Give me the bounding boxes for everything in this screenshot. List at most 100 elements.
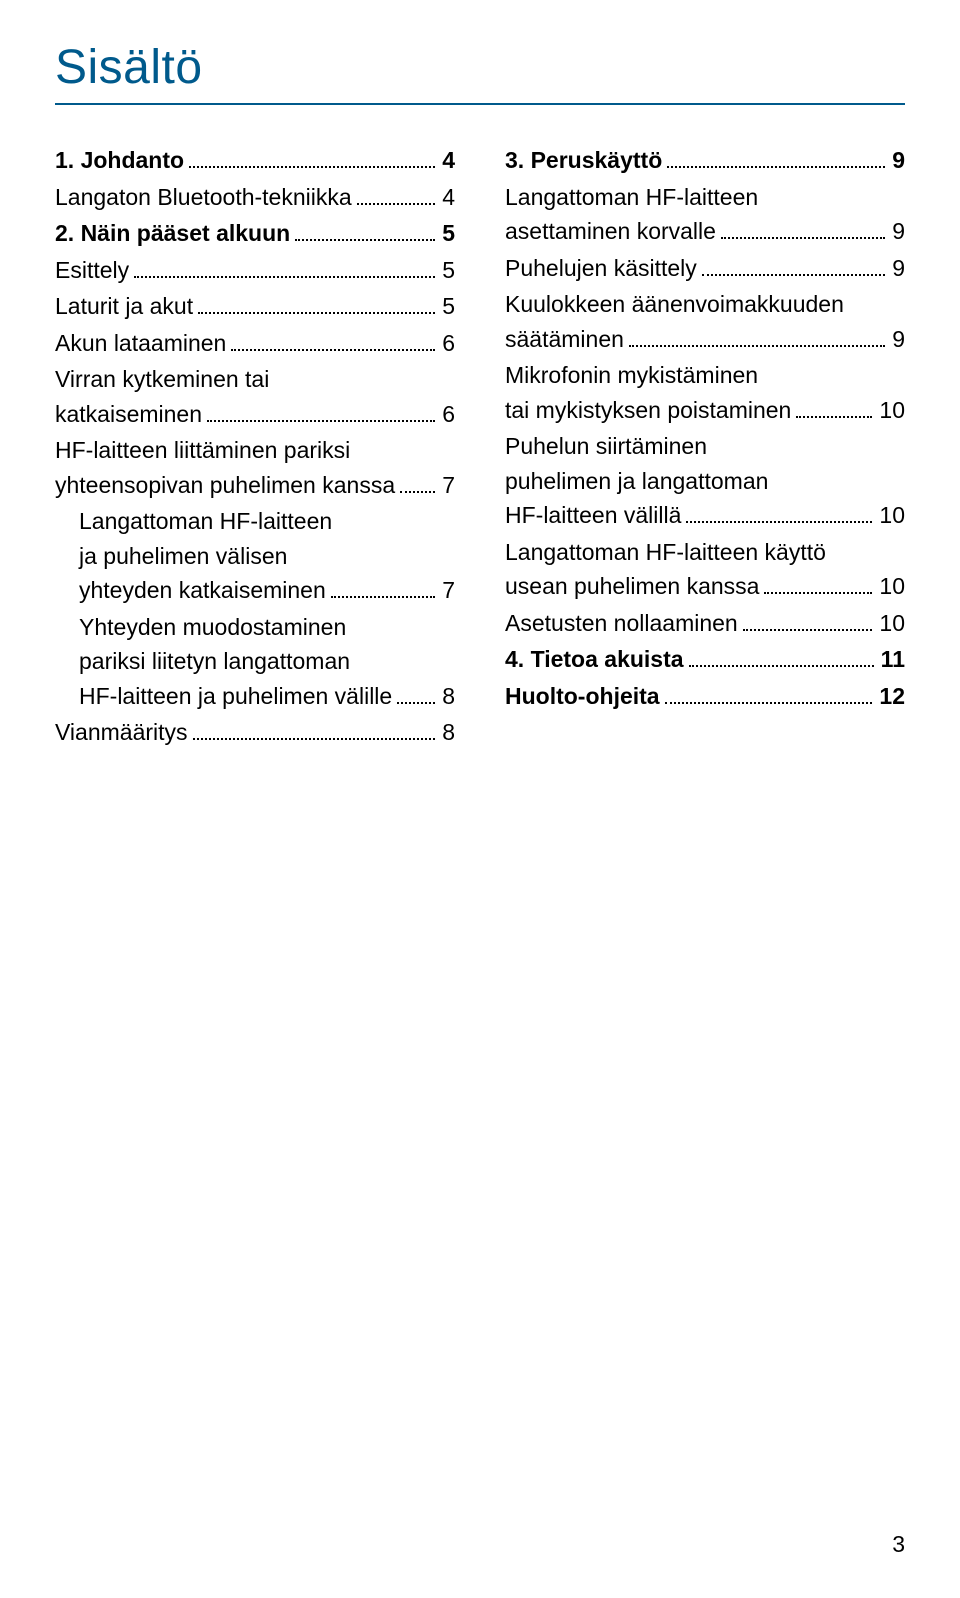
toc-label: Laturit ja akut (55, 289, 193, 324)
toc-page-number: 12 (877, 679, 905, 714)
toc-label-line: Langattoman HF-laitteen (505, 180, 905, 215)
toc-item: Puhelun siirtäminenpuhelimen ja langatto… (505, 429, 905, 533)
toc-section: 2. Näin pääset alkuun 5 (55, 216, 455, 251)
toc-label-line: puhelimen ja langattoman (505, 464, 905, 499)
toc-page-number: 7 (440, 468, 455, 503)
toc-leader-dots (193, 717, 436, 740)
toc-leader-dots (207, 399, 435, 422)
toc-page-number: 8 (440, 679, 455, 714)
toc-item: Langattoman HF-laitteenasettaminen korva… (505, 180, 905, 249)
toc-leader-dots (189, 145, 435, 168)
toc-label: Huolto-ohjeita (505, 679, 660, 714)
toc-label-line: HF-laitteen liittäminen pariksi (55, 433, 455, 468)
toc-section: 4. Tietoa akuista 11 (505, 642, 905, 677)
toc-item: Langattoman HF-laitteenja puhelimen väli… (55, 504, 455, 608)
toc-page-number: 6 (440, 397, 455, 432)
toc-leader-dots (295, 218, 435, 241)
toc-page-number: 4 (440, 180, 455, 215)
toc-leader-dots (796, 395, 872, 418)
toc-leader-dots (231, 328, 435, 351)
toc-label-line: Mikrofonin mykistäminen (505, 358, 905, 393)
toc-label: 2. Näin pääset alkuun (55, 216, 290, 251)
toc-item: Mikrofonin mykistäminentai mykistyksen p… (505, 358, 905, 427)
toc-section: 1. Johdanto 4 (55, 143, 455, 178)
toc-leader-dots (331, 575, 435, 598)
toc-page-number: 5 (440, 216, 455, 251)
toc-column-right: 3. Peruskäyttö9Langattoman HF-laitteenas… (505, 143, 905, 752)
toc-item: Esittely 5 (55, 253, 455, 288)
toc-item: HF-laitteen liittäminen pariksiyhteensop… (55, 433, 455, 502)
toc-label: Vianmääritys (55, 715, 188, 750)
toc-page-number: 9 (890, 322, 905, 357)
toc-item: Asetusten nollaaminen10 (505, 606, 905, 641)
page-container: Sisältö 1. Johdanto4Langaton Bluetooth-t… (0, 0, 960, 1598)
toc-item: Langaton Bluetooth-tekniikka 4 (55, 180, 455, 215)
toc-label-line: Langattoman HF-laitteen käyttö (505, 535, 905, 570)
toc-page-number: 7 (440, 573, 455, 608)
toc-item: Langattoman HF-laitteen käyttöusean puhe… (505, 535, 905, 604)
toc-page-number: 9 (890, 143, 905, 178)
toc-label: Esittely (55, 253, 129, 288)
toc-item: Puhelujen käsittely 9 (505, 251, 905, 286)
toc-label-line: usean puhelimen kanssa (505, 569, 759, 604)
toc-columns: 1. Johdanto4Langaton Bluetooth-tekniikka… (55, 143, 905, 752)
toc-item: Laturit ja akut 5 (55, 289, 455, 324)
toc-item: Yhteyden muodostaminenpariksi liitetyn l… (55, 610, 455, 714)
page-number: 3 (892, 1531, 905, 1558)
toc-page-number: 6 (440, 326, 455, 361)
toc-label: 4. Tietoa akuista (505, 642, 684, 677)
toc-label-line: Yhteyden muodostaminen (79, 610, 455, 645)
toc-page-number: 10 (877, 606, 905, 641)
toc-leader-dots (357, 182, 436, 205)
toc-leader-dots (743, 608, 873, 631)
toc-leader-dots (702, 253, 885, 276)
toc-leader-dots (764, 571, 872, 594)
toc-leader-dots (198, 291, 435, 314)
toc-leader-dots (689, 644, 874, 667)
toc-leader-dots (665, 681, 873, 704)
toc-label-line: säätäminen (505, 322, 624, 357)
toc-page-number: 4 (440, 143, 455, 178)
toc-leader-dots (629, 324, 885, 347)
toc-leader-dots (667, 145, 885, 168)
toc-page-number: 8 (440, 715, 455, 750)
toc-page-number: 9 (890, 251, 905, 286)
toc-page-number: 10 (877, 569, 905, 604)
toc-leader-dots (134, 255, 435, 278)
toc-page-number: 10 (877, 498, 905, 533)
toc-page-number: 5 (440, 289, 455, 324)
toc-label-line: Kuulokkeen äänenvoimakkuuden (505, 287, 905, 322)
toc-label-line: HF-laitteen välillä (505, 498, 681, 533)
toc-leader-dots (721, 216, 885, 239)
toc-label-line: katkaiseminen (55, 397, 202, 432)
toc-column-left: 1. Johdanto4Langaton Bluetooth-tekniikka… (55, 143, 455, 752)
toc-label-line: Langattoman HF-laitteen (79, 504, 455, 539)
toc-label-line: pariksi liitetyn langattoman (79, 644, 455, 679)
toc-label: 3. Peruskäyttö (505, 143, 662, 178)
toc-item: Akun lataaminen 6 (55, 326, 455, 361)
toc-label: Puhelujen käsittely (505, 251, 697, 286)
toc-section: Huolto-ohjeita 12 (505, 679, 905, 714)
toc-label: Langaton Bluetooth-tekniikka (55, 180, 352, 215)
toc-page-number: 11 (879, 642, 905, 677)
toc-label-line: ja puhelimen välisen (79, 539, 455, 574)
toc-leader-dots (397, 681, 435, 704)
toc-label-line: tai mykistyksen poistaminen (505, 393, 791, 428)
toc-page-number: 9 (890, 214, 905, 249)
toc-leader-dots (400, 470, 435, 493)
toc-item: Virran kytkeminen taikatkaiseminen 6 (55, 362, 455, 431)
toc-leader-dots (686, 500, 872, 523)
toc-page-number: 10 (877, 393, 905, 428)
toc-label: Akun lataaminen (55, 326, 226, 361)
toc-page-number: 5 (440, 253, 455, 288)
toc-label-line: Puhelun siirtäminen (505, 429, 905, 464)
toc-label: 1. Johdanto (55, 143, 184, 178)
page-title: Sisältö (55, 40, 905, 105)
toc-label-line: yhteyden katkaiseminen (79, 573, 326, 608)
toc-label-line: yhteensopivan puhelimen kanssa (55, 468, 395, 503)
toc-item: Kuulokkeen äänenvoimakkuudensäätäminen 9 (505, 287, 905, 356)
toc-section: 3. Peruskäyttö 9 (505, 143, 905, 178)
toc-label-line: HF-laitteen ja puhelimen välille (79, 679, 392, 714)
toc-label-line: asettaminen korvalle (505, 214, 716, 249)
toc-label-line: Virran kytkeminen tai (55, 362, 455, 397)
